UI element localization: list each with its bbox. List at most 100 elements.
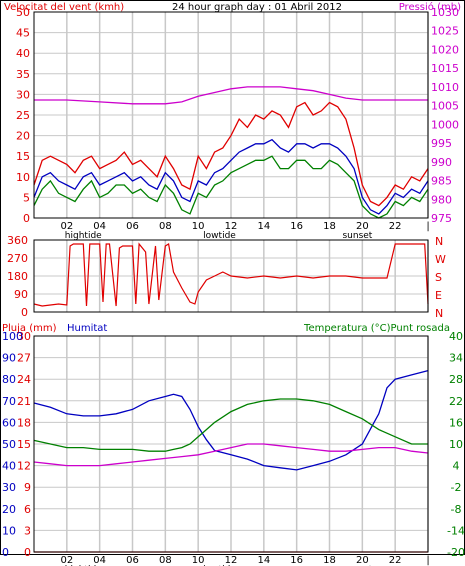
direction-degree-label: 0 (21, 306, 28, 319)
pressure-tick-label: 990 (431, 156, 452, 169)
direction-compass-label: S (435, 271, 442, 284)
temperature-tick-label: 40 (449, 330, 463, 343)
wind-tick-label: 15 (16, 150, 30, 163)
humidity-temp-plot-area (33, 335, 429, 553)
humidity-tick-label: 20 (2, 503, 16, 516)
humidity-tick-label: 100 (2, 330, 23, 343)
humidity-tick-label: 40 (2, 460, 16, 473)
temperature-tick-label: 22 (449, 395, 463, 408)
pressure-tick-label: 980 (431, 193, 452, 206)
direction-compass-label: N (435, 307, 443, 320)
x-tick-label: 06 (126, 555, 139, 566)
rain-tick-label: 6 (24, 503, 31, 516)
x-tick-label: 10 (192, 555, 205, 566)
humidity-tick-label: 0 (2, 546, 9, 559)
pressure-tick-label: 1030 (431, 6, 459, 19)
rain-tick-label: 24 (17, 373, 31, 386)
temperature-tick-label: 34 (449, 352, 463, 365)
direction-compass-label: W (435, 253, 446, 266)
x-tick-label: 18 (323, 221, 336, 232)
temperature-tick-label: 16 (449, 416, 463, 429)
temperature-line (33, 398, 428, 452)
x-tick-label: 22 (389, 555, 402, 566)
wind-direction-line (33, 242, 429, 307)
direction-compass-label: E (435, 289, 442, 302)
x-tick-label: 16 (290, 555, 303, 566)
wind-tick-label: 25 (16, 109, 30, 122)
chart-title: 24 hour graph day : 01 Abril 2012 (172, 2, 342, 13)
x-tick-label: 16 (290, 221, 303, 232)
rain-tick-label: 0 (24, 546, 31, 559)
direction-degree-label: 270 (7, 252, 28, 265)
pressure-tick-label: 1005 (431, 100, 459, 113)
hightide-label: hightide (65, 231, 102, 241)
temperature-tick-label: -8 (451, 503, 462, 516)
temperature-tick-label: -20 (447, 546, 465, 559)
temperature-tick-label: 28 (449, 373, 463, 386)
x-tick-label: 20 (356, 221, 369, 232)
rain-tick-label: 27 (17, 352, 31, 365)
rain-tick-label: 18 (17, 416, 31, 429)
direction-compass-label: N (435, 235, 443, 248)
wind-x-axis-ticks: 02 04 06 08 10 12 14 16 18 20 22 hightide lowtide sun… (60, 221, 429, 241)
humidity-tick-label: 90 (2, 352, 16, 365)
pressure-tick-label: 995 (431, 137, 452, 150)
x-tick-label: 20 (356, 555, 369, 566)
temperature-axis-ticks: 40 34 28 22 16 10 4 -2 -8 -14 -20 (447, 330, 465, 559)
wind-tick-label: 10 (16, 171, 30, 184)
x-tick-label: 06 (126, 221, 139, 232)
gust-line (33, 101, 429, 207)
humidity-tick-label: 50 (2, 438, 16, 451)
x-tick-label: 08 (159, 221, 172, 232)
pressure-line (34, 86, 428, 105)
x-tick-label: 10 (192, 221, 205, 232)
pressure-tick-label: 1010 (431, 81, 459, 94)
rain-tick-label: 3 (24, 524, 31, 537)
pressure-tick-label: 1025 (431, 25, 459, 38)
humidity-temp-grid (34, 336, 429, 552)
temperature-tick-label: 4 (453, 460, 460, 473)
humidity-tick-label: 70 (2, 395, 16, 408)
humidity-x-axis-ticks: 0204060810121416182022hightidelowtidesun… (60, 555, 429, 566)
rain-axis-label: Pluja (mm) (2, 323, 57, 334)
x-tick-label: 04 (93, 555, 106, 566)
wind-tick-label: 20 (16, 130, 30, 143)
direction-degree-label: 180 (7, 270, 28, 283)
rain-tick-label: 30 (17, 330, 31, 343)
lowtide-label: lowtide (203, 231, 236, 241)
avg-line (33, 138, 429, 215)
sunset-label: sunset (342, 231, 372, 241)
rain-tick-label: 21 (17, 395, 31, 408)
x-tick-label: 08 (159, 555, 172, 566)
x-tick-label: 22 (389, 221, 402, 232)
temperature-tick-label: -14 (447, 524, 465, 537)
temperature-axis-label: Temperatura (°C)Punt rosada (303, 323, 450, 334)
x-tick-label: 12 (225, 555, 238, 566)
wind-pressure-plot-area (33, 11, 429, 219)
temperature-tick-label: 10 (449, 438, 463, 451)
x-tick-label: 04 (93, 221, 106, 232)
x-tick-label: 02 (60, 555, 73, 566)
x-tick-label: 18 (323, 555, 336, 566)
humidity-tick-label: 60 (2, 416, 16, 429)
rain-tick-label: 12 (17, 460, 31, 473)
pressure-tick-label: 975 (431, 212, 452, 225)
min-line (33, 155, 429, 219)
direction-plot-area (33, 239, 429, 313)
wind-tick-label: 5 (23, 191, 30, 204)
x-tick-label: 12 (225, 221, 238, 232)
wind-tick-label: 35 (16, 68, 30, 81)
direction-degree-ticks: 360 270 180 90 0 (7, 234, 28, 319)
wind-tick-label: 50 (16, 6, 30, 19)
wind-pressure-series (33, 86, 429, 219)
humidity-tick-label: 10 (2, 524, 16, 537)
rain-tick-label: 9 (24, 481, 31, 494)
dewpoint-line (33, 443, 429, 467)
wind-axis-label: Velocitat del vent (kmh) (4, 2, 124, 13)
direction-degree-label: 360 (7, 234, 28, 247)
wind-tick-label: 30 (16, 88, 30, 101)
